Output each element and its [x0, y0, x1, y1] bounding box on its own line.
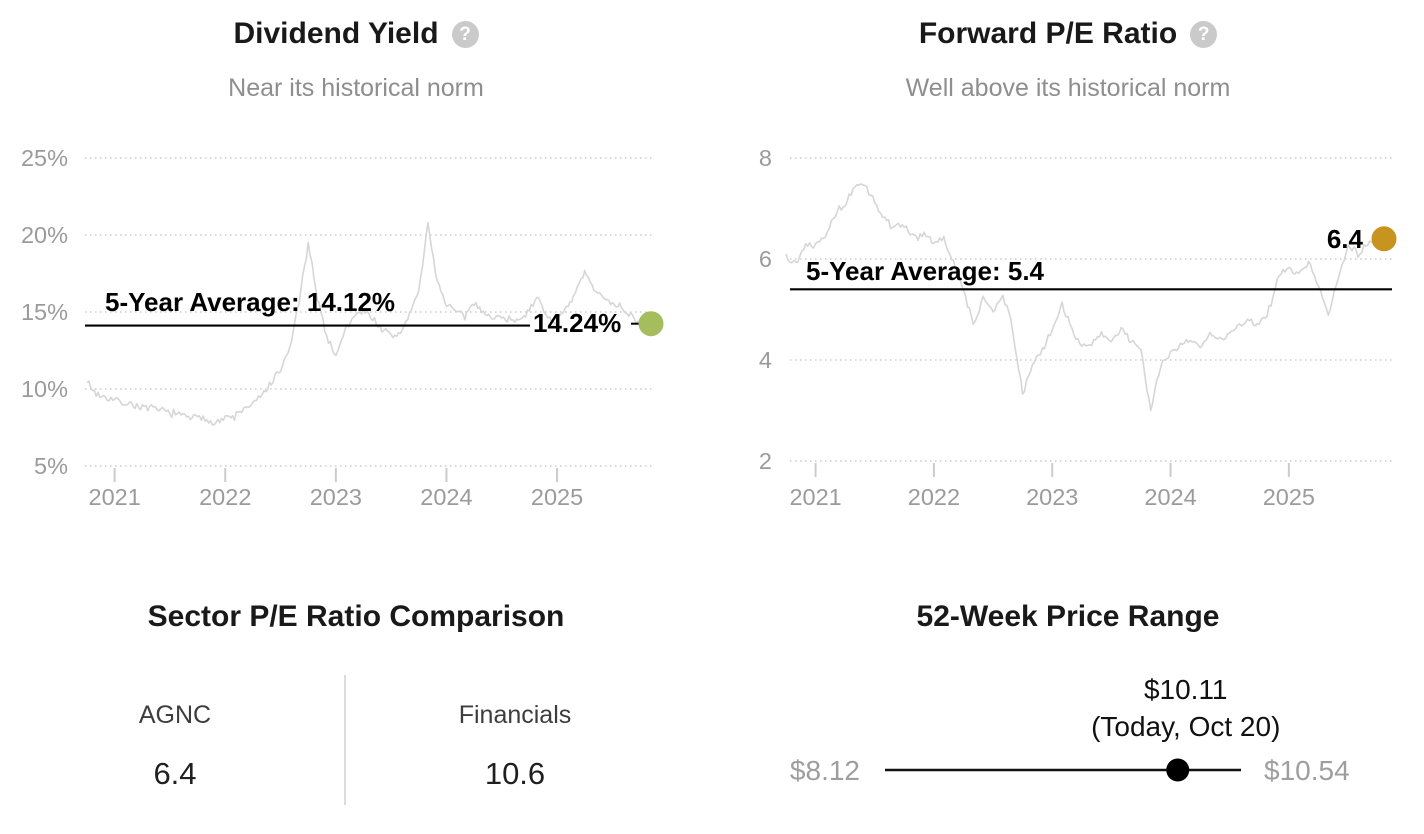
sector-pe-comparison-panel: Sector P/E Ratio Comparison AGNC 6.4 Fin…: [0, 560, 712, 834]
forward-pe-x-tick-label: 2022: [908, 484, 960, 510]
dividend-yield-y-tick-label: 10%: [21, 376, 68, 402]
current-price-dot: [1166, 758, 1190, 782]
current-price-date: (Today, Oct 20): [1091, 711, 1281, 742]
dividend-yield-y-tick-label: 20%: [21, 222, 68, 248]
agnc-column: AGNC 6.4: [45, 700, 305, 792]
forward-pe-x-tick-label: 2021: [789, 484, 841, 510]
dividend-yield-y-tick-label: 25%: [21, 145, 68, 171]
forward-pe-subtitle: Well above its historical norm: [905, 74, 1231, 102]
forward-pe-y-tick-label: 4: [759, 347, 772, 373]
forward-pe-current-value-label: 6.4: [1327, 224, 1364, 254]
agnc-label: AGNC: [138, 701, 212, 729]
dividend-yield-current-value-label: 14.24%: [533, 308, 621, 338]
help-icon[interactable]: ?: [1190, 20, 1218, 48]
dividend-yield-average-label: 5-Year Average: 14.12%: [105, 287, 395, 317]
dividend-yield-subtitle: Near its historical norm: [228, 74, 484, 102]
forward-pe-y-tick-label: 2: [759, 448, 772, 474]
sector-comparison-title: Sector P/E Ratio Comparison: [147, 600, 565, 633]
current-price-label: $10.11 (Today, Oct 20): [1091, 673, 1280, 747]
price-range-slider: [885, 758, 1241, 782]
dividend-yield-title: Dividend Yield: [233, 17, 439, 50]
dividend-yield-current-value-dot: [638, 311, 664, 337]
forward-pe-x-tick-label: 2023: [1026, 484, 1078, 510]
agnc-pe-value: 6.4: [153, 756, 197, 791]
forward-pe-current-value-dot: [1371, 226, 1397, 252]
forward-pe-x-tick-label: 2025: [1263, 484, 1315, 510]
dividend-yield-x-tick-label: 2025: [531, 484, 583, 510]
current-price: $10.11: [1143, 674, 1228, 705]
financials-column: Financials 10.6: [385, 700, 645, 792]
dividend-yield-x-tick-label: 2021: [89, 484, 141, 510]
dividend-yield-header: Dividend Yield ?: [0, 16, 712, 52]
financials-label: Financials: [458, 701, 572, 729]
range-high-label: $10.54: [1264, 755, 1350, 786]
dividend-yield-y-tick-label: 15%: [21, 299, 68, 325]
price-range-title: 52-Week Price Range: [916, 600, 1220, 633]
forward-pe-y-tick-label: 8: [759, 145, 772, 171]
forward-pe-series-line: [785, 183, 1379, 412]
dividend-yield-x-tick-label: 2024: [420, 484, 472, 510]
financials-pe-value: 10.6: [484, 756, 546, 791]
range-low-label: $8.12: [789, 755, 860, 786]
forward-pe-header: Forward P/E Ratio ?: [712, 16, 1424, 52]
forward-pe-y-tick-label: 6: [759, 246, 772, 272]
line-charts-canvas: 25% 20% 15% 10% 5% 2021 2022 2023 2024 2025 5-Year…: [21, 145, 1397, 510]
vertical-divider: [344, 675, 346, 805]
forward-pe-average-label: 5-Year Average: 5.4: [806, 256, 1045, 286]
price-range-panel: 52-Week Price Range $10.11 (Today, Oct 2…: [712, 560, 1424, 834]
help-icon[interactable]: ?: [451, 20, 479, 48]
dividend-yield-x-tick-label: 2022: [199, 484, 251, 510]
forward-pe-x-tick-label: 2024: [1144, 484, 1196, 510]
dividend-yield-series-line: [86, 221, 641, 426]
dividend-yield-y-tick-label: 5%: [34, 453, 68, 479]
dividend-yield-x-tick-label: 2023: [310, 484, 362, 510]
forward-pe-title: Forward P/E Ratio: [918, 17, 1178, 50]
